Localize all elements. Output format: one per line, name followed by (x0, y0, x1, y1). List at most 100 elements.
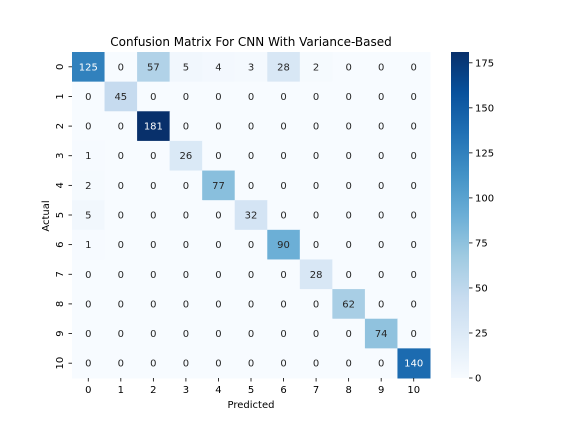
heatmap-cell (202, 140, 236, 172)
y-tick-label: 0 (55, 64, 66, 70)
cell-value-label: 0 (280, 181, 286, 192)
cell-value-label: 0 (313, 181, 319, 192)
cell-value-label: 0 (280, 211, 286, 222)
cell-value-label: 0 (150, 92, 156, 103)
cell-value-label: 0 (411, 240, 417, 251)
x-tick-label: 5 (248, 385, 254, 396)
cell-value-label: 0 (118, 181, 124, 192)
heatmap-cell (202, 259, 236, 290)
x-tick-label: 0 (85, 385, 91, 396)
cell-value-label: 0 (313, 92, 319, 103)
y-tick-label: 8 (55, 301, 66, 307)
cell-value-label: 0 (248, 92, 254, 103)
x-tick-label: 2 (150, 385, 156, 396)
heatmap-cell (234, 140, 268, 172)
cell-value-label: 0 (280, 92, 286, 103)
heatmap-cell (364, 259, 398, 290)
heatmap-cell (72, 318, 106, 349)
x-axis-ticks: 0 1 2 3 4 5 6 7 8 9 10 (85, 378, 420, 396)
cell-value-label: 0 (378, 181, 384, 192)
heatmap-cell (104, 200, 138, 231)
cell-value-label: 125 (79, 62, 98, 73)
colorbar-tick-label: 175 (475, 58, 494, 69)
cell-value-label: 0 (280, 122, 286, 133)
cell-value-label: 0 (85, 359, 91, 370)
heatmap-cell (397, 200, 431, 231)
cell-value-label: 0 (183, 211, 189, 222)
heatmap-cell (104, 289, 138, 320)
cell-value-label: 0 (150, 181, 156, 192)
cell-value-label: 0 (411, 122, 417, 133)
cell-value-label: 0 (215, 359, 221, 370)
cell-value-label: 0 (378, 92, 384, 103)
cell-value-label: 77 (212, 181, 225, 192)
cell-value-label: 0 (248, 122, 254, 133)
heatmap-cell (397, 81, 431, 112)
colorbar-tick-label: 125 (475, 148, 494, 159)
heatmap-cell (72, 200, 106, 231)
heatmap-cell (299, 81, 333, 112)
cell-value-label: 0 (345, 270, 351, 281)
cell-value-label: 0 (378, 270, 384, 281)
heatmap-cell (234, 229, 268, 260)
cell-value-label: 0 (150, 329, 156, 340)
cell-value-label: 0 (183, 329, 189, 340)
cell-value-label: 2 (313, 62, 319, 73)
cell-value-label: 90 (277, 240, 290, 251)
cell-value-label: 0 (345, 211, 351, 222)
y-tick-label: 9 (55, 330, 66, 336)
heatmap-cell (169, 111, 203, 142)
heatmap-cell (332, 111, 366, 142)
heatmap-cell (267, 259, 301, 290)
heatmap-cell (364, 200, 398, 231)
cell-value-label: 0 (313, 299, 319, 310)
cell-value-label: 28 (277, 62, 290, 73)
heatmap-cell (169, 200, 203, 231)
x-tick-label: 8 (345, 385, 351, 396)
cell-value-label: 0 (85, 270, 91, 281)
heatmap-cell (202, 289, 236, 320)
heatmap-cell (137, 52, 171, 83)
heatmap-cell (397, 229, 431, 260)
heatmap-cell (267, 140, 301, 172)
heatmap-cell (137, 348, 171, 379)
cell-value-label: 0 (345, 151, 351, 162)
heatmap-cell (267, 289, 301, 320)
heatmap-cell (234, 259, 268, 290)
cell-value-label: 5 (85, 211, 91, 222)
cell-value-label: 0 (248, 151, 254, 162)
cell-value-label: 0 (313, 122, 319, 133)
heatmap-cell (267, 111, 301, 142)
cell-value-label: 32 (245, 211, 258, 222)
y-tick-label: 3 (55, 153, 66, 159)
cell-value-label: 0 (378, 151, 384, 162)
cell-value-label: 74 (375, 329, 388, 340)
heatmap-cell (234, 170, 268, 201)
y-axis-label: Actual (41, 200, 52, 231)
heatmap-cell (202, 81, 236, 112)
heatmap-cell (72, 348, 106, 379)
heatmap-cell (397, 289, 431, 320)
cell-value-label: 0 (150, 359, 156, 370)
heatmap-cell (169, 81, 203, 112)
heatmap-cell (299, 229, 333, 260)
heatmap-cell (267, 200, 301, 231)
heatmap-cell (72, 81, 106, 112)
heatmap-cell (137, 200, 171, 231)
cell-value-label: 0 (118, 122, 124, 133)
heatmap-cell (104, 52, 138, 83)
heatmap-cell (299, 111, 333, 142)
heatmap-cell (137, 81, 171, 112)
x-tick-label: 6 (280, 385, 286, 396)
cell-value-label: 0 (280, 151, 286, 162)
heatmap-cell (299, 259, 333, 290)
heatmap-cell (169, 289, 203, 320)
cell-value-label: 0 (378, 211, 384, 222)
cell-value-label: 0 (85, 299, 91, 310)
heatmap-cell (202, 200, 236, 231)
x-tick-label: 4 (215, 385, 221, 396)
heatmap-cell (104, 170, 138, 201)
cell-value-label: 0 (345, 240, 351, 251)
y-tick-label: 1 (55, 93, 66, 99)
